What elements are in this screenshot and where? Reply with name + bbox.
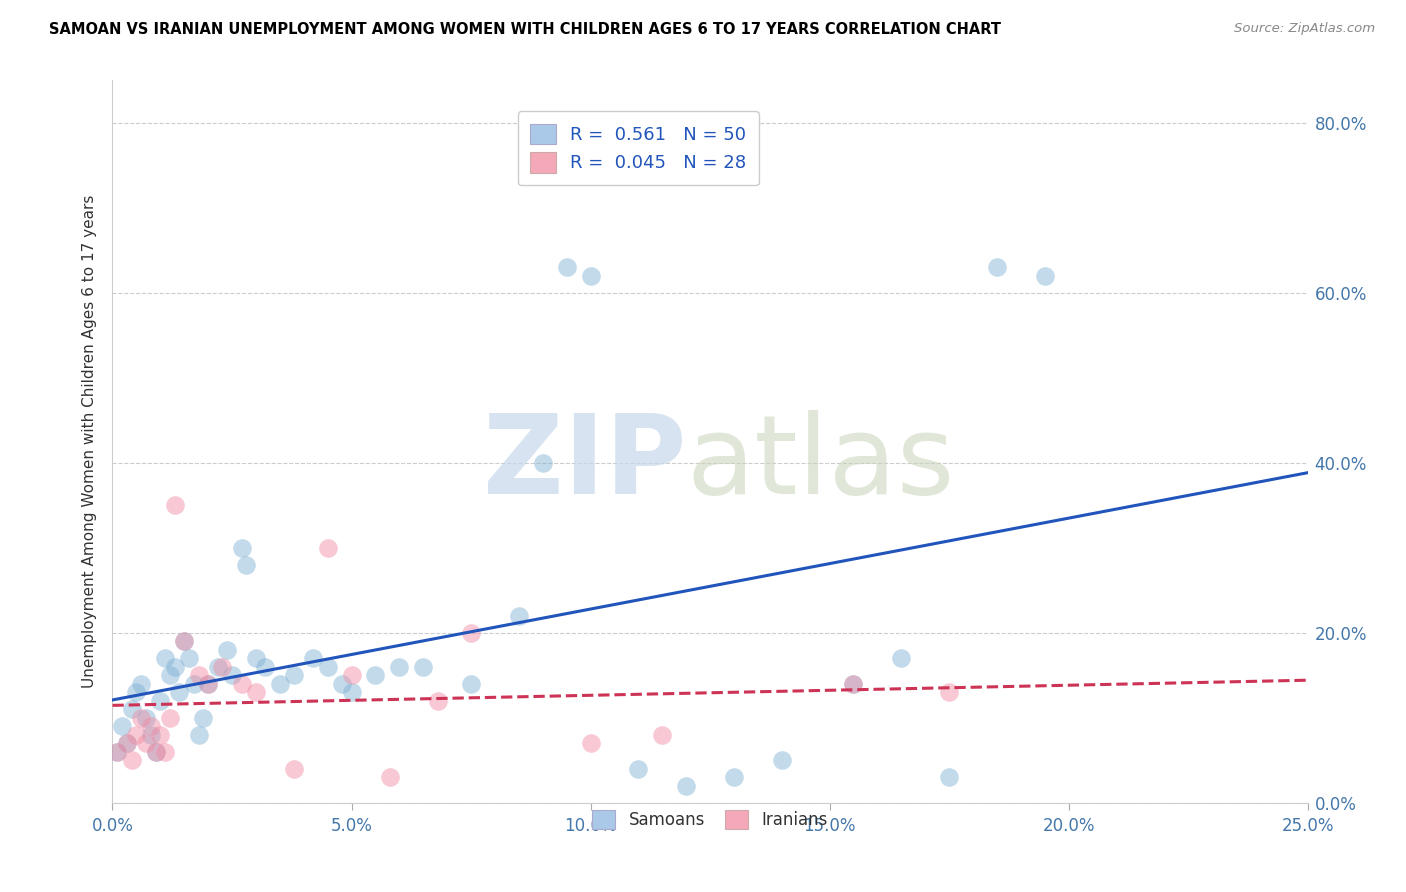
Point [111, 719, 134, 733]
Point [207, 660, 229, 674]
Point [330, 677, 353, 691]
Point [139, 719, 162, 733]
Point [627, 762, 650, 776]
Point [125, 685, 148, 699]
Point [149, 694, 172, 708]
Point [254, 660, 277, 674]
Y-axis label: Unemployment Among Women with Children Ages 6 to 17 years: Unemployment Among Women with Children A… [82, 194, 97, 689]
Point [221, 668, 243, 682]
Point [217, 642, 239, 657]
Point [283, 668, 305, 682]
Point [159, 711, 181, 725]
Point [135, 711, 157, 725]
Point [378, 770, 401, 784]
Point [193, 711, 215, 725]
Point [245, 651, 267, 665]
Point [211, 660, 233, 674]
Point [231, 677, 253, 691]
Point [139, 728, 162, 742]
Point [177, 651, 200, 665]
Point [651, 728, 673, 742]
Point [508, 608, 530, 623]
Point [183, 677, 205, 691]
Point [890, 651, 912, 665]
Point [460, 677, 482, 691]
Point [173, 634, 195, 648]
Point [938, 770, 960, 784]
Point [283, 762, 305, 776]
Point [579, 736, 602, 750]
Point [340, 685, 363, 699]
Point [129, 711, 152, 725]
Point [135, 736, 157, 750]
Point [173, 634, 195, 648]
Point [163, 498, 186, 512]
Point [121, 753, 143, 767]
Point [197, 677, 219, 691]
Point [364, 668, 387, 682]
Point [460, 625, 482, 640]
Point [842, 677, 865, 691]
Point [842, 677, 865, 691]
Point [125, 728, 148, 742]
Point [159, 668, 181, 682]
Point [675, 779, 697, 793]
Point [316, 660, 339, 674]
Point [121, 702, 143, 716]
Point [129, 677, 152, 691]
Point [105, 745, 128, 759]
Point [388, 660, 411, 674]
Point [149, 728, 172, 742]
Point [723, 770, 745, 784]
Point [163, 660, 186, 674]
Point [986, 260, 1008, 275]
Point [153, 745, 176, 759]
Point [555, 260, 578, 275]
Point [579, 268, 602, 283]
Point [245, 685, 267, 699]
Point [145, 745, 167, 759]
Point [412, 660, 434, 674]
Point [197, 677, 219, 691]
Point [316, 541, 339, 555]
Point [340, 668, 363, 682]
Point [235, 558, 257, 572]
Text: SAMOAN VS IRANIAN UNEMPLOYMENT AMONG WOMEN WITH CHILDREN AGES 6 TO 17 YEARS CORR: SAMOAN VS IRANIAN UNEMPLOYMENT AMONG WOM… [49, 22, 1001, 37]
Point [105, 745, 128, 759]
Text: Source: ZipAtlas.com: Source: ZipAtlas.com [1234, 22, 1375, 36]
Point [770, 753, 793, 767]
Legend: Samoans, Iranians: Samoans, Iranians [583, 802, 837, 838]
Point [231, 541, 253, 555]
Point [187, 728, 209, 742]
Point [531, 456, 554, 470]
Point [153, 651, 176, 665]
Point [1033, 268, 1056, 283]
Point [426, 694, 449, 708]
Point [115, 736, 138, 750]
Point [145, 745, 167, 759]
Point [269, 677, 291, 691]
Point [302, 651, 325, 665]
Point [938, 685, 960, 699]
Text: ZIP: ZIP [482, 409, 686, 516]
Point [187, 668, 209, 682]
Text: atlas: atlas [686, 409, 955, 516]
Point [169, 685, 191, 699]
Point [115, 736, 138, 750]
